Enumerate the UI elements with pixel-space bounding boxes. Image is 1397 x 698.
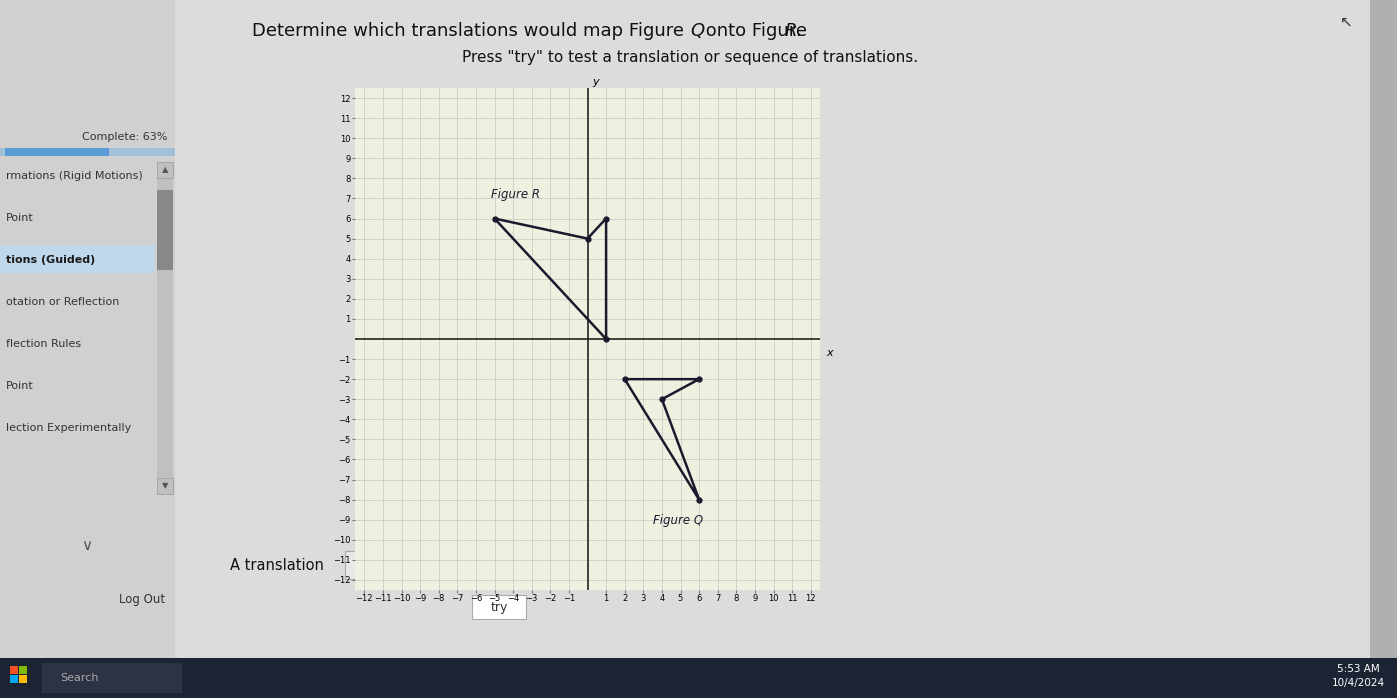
Bar [175, 0, 1370, 698]
Text: lection Experimentally: lection Experimentally [6, 423, 131, 433]
Bar [156, 162, 173, 178]
Text: Search: Search [60, 673, 99, 683]
Bar [0, 245, 155, 273]
Text: Determine which translations would map Figure: Determine which translations would map F… [253, 22, 690, 40]
Bar [0, 148, 175, 156]
Text: flection Rules: flection Rules [6, 339, 81, 349]
Text: A translation: A translation [231, 558, 324, 572]
Bar [10, 666, 18, 674]
Bar [6, 148, 109, 156]
Text: tions (Guided): tions (Guided) [6, 255, 95, 265]
Text: x: x [826, 348, 833, 358]
Bar [345, 551, 425, 579]
Bar [0, 0, 175, 698]
Bar [10, 675, 18, 683]
Bar [1370, 0, 1397, 698]
Bar [20, 675, 27, 683]
Text: onto Figure: onto Figure [700, 22, 813, 40]
Text: try: try [490, 600, 507, 614]
Text: ∨: ∨ [81, 537, 92, 553]
Text: y: y [592, 77, 599, 87]
Text: Point: Point [6, 213, 34, 223]
Text: R: R [785, 22, 798, 40]
Text: ▲: ▲ [162, 165, 168, 174]
Text: Figure R: Figure R [490, 188, 539, 202]
Text: Press "try" to test a translation or sequence of translations.: Press "try" to test a translation or seq… [462, 50, 918, 65]
Text: units.: units. [648, 558, 689, 572]
Text: Point: Point [6, 381, 34, 391]
Text: units and: units and [462, 558, 532, 572]
Bar [42, 663, 182, 693]
Text: Q: Q [690, 22, 704, 40]
Bar [615, 551, 643, 579]
Text: 5:53 AM: 5:53 AM [1337, 664, 1379, 674]
Text: ↖: ↖ [1340, 15, 1352, 30]
Text: Figure Q: Figure Q [652, 514, 703, 527]
Text: Complete: 63%: Complete: 63% [81, 132, 168, 142]
Text: rmations (Rigid Motions): rmations (Rigid Motions) [6, 171, 142, 181]
Text: v: v [412, 562, 418, 572]
Bar [156, 178, 173, 478]
Text: .: . [795, 22, 800, 40]
Bar [430, 551, 458, 579]
Bar [20, 666, 27, 674]
Text: Log Out: Log Out [119, 593, 165, 607]
Bar [0, 658, 1397, 698]
Text: v: v [597, 562, 604, 572]
Bar [156, 478, 173, 494]
Text: otation or Reflection: otation or Reflection [6, 297, 119, 307]
Bar [156, 190, 173, 270]
Text: ▼: ▼ [162, 482, 168, 491]
Bar [529, 551, 610, 579]
Text: 10/4/2024: 10/4/2024 [1331, 678, 1384, 688]
Bar [472, 595, 527, 619]
